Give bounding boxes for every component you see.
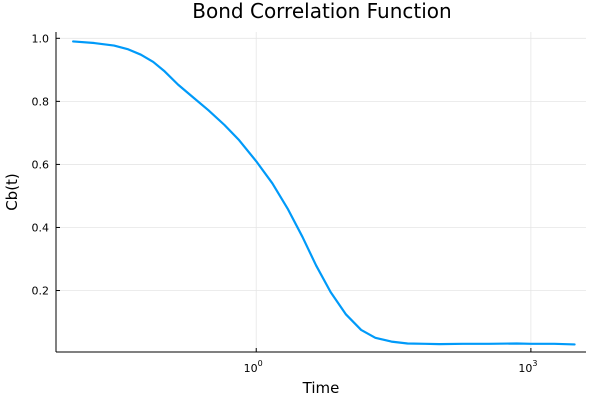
- chart-title: Bond Correlation Function: [192, 0, 451, 23]
- x-tick-label: 100: [244, 359, 263, 375]
- axes: [55, 32, 586, 353]
- x-axis-label: Time: [302, 379, 340, 397]
- y-tick-label: 0.2: [32, 285, 50, 298]
- x-tick-exponent: 0: [258, 359, 263, 368]
- series: [72, 40, 576, 346]
- x-tick-exponent: 3: [532, 359, 537, 368]
- y-tick-label: 0.4: [32, 221, 50, 234]
- x-tick-label: 103: [518, 359, 537, 375]
- y-axis-label: Cb(t): [3, 173, 21, 211]
- y-tick-label: 1.0: [32, 32, 50, 45]
- x-tick-base: 10: [518, 362, 532, 375]
- grid: [56, 32, 586, 352]
- y-tick-label: 0.6: [32, 158, 50, 171]
- x-tick-base: 10: [244, 362, 258, 375]
- series-line: [72, 40, 576, 346]
- y-tick-label: 0.8: [32, 95, 50, 108]
